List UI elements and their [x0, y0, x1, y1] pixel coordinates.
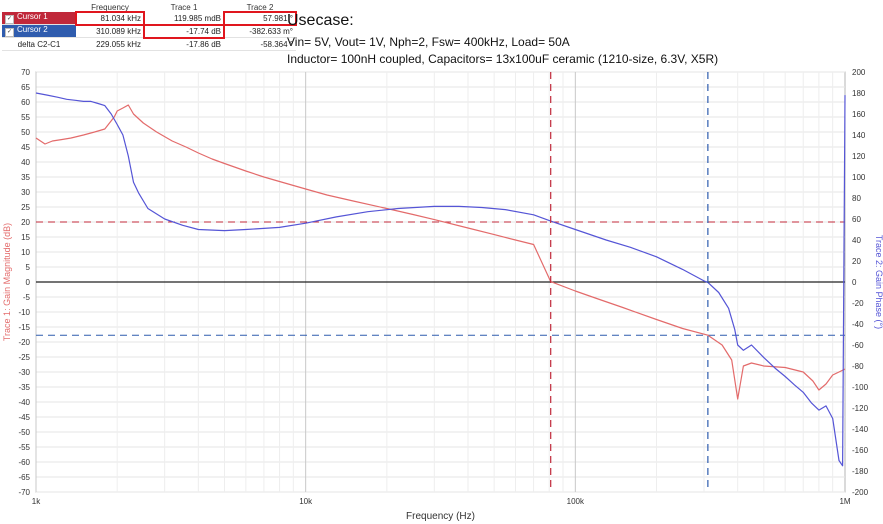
y-left-tick-label: -60 — [18, 458, 30, 467]
y-left-tick-label: 35 — [21, 173, 30, 182]
y-left-tick-label: -65 — [18, 473, 30, 482]
header-trace1: Trace 1 — [170, 3, 198, 12]
cursor-table: Frequency Trace 1 Trace 2 ✓ Cursor 1 81.0… — [2, 3, 297, 51]
cursors[interactable] — [550, 72, 709, 492]
y-left-tick-label: 60 — [21, 98, 30, 107]
y-left-tick-label: -10 — [18, 308, 30, 317]
y-left-tick-label: 0 — [26, 278, 31, 287]
delta-trace1: -17.86 dB — [144, 37, 224, 51]
cursor1-row[interactable]: ✓ Cursor 1 81.034 kHz 119.985 mdB 57.981 … — [2, 11, 297, 26]
cursor1-name: Cursor 1 — [17, 12, 48, 21]
usecase-annotation: Usecase: Vin= 5V, Vout= 1V, Nph=2, Fsw= … — [287, 12, 718, 68]
header-frequency: Frequency — [91, 3, 129, 12]
cursor2-name-cell[interactable]: ✓ Cursor 2 — [2, 24, 76, 38]
y-left-tick-label: -25 — [18, 353, 30, 362]
y-left-tick-label: 25 — [21, 203, 30, 212]
phase-trace — [35, 92, 846, 467]
cursor-table-header: Frequency Trace 1 Trace 2 — [2, 3, 296, 12]
y-left-tick-label: -50 — [18, 428, 30, 437]
y-left-tick-label: -45 — [18, 413, 30, 422]
y-left-tick-label: -15 — [18, 323, 30, 332]
y-right-tick-label: 180 — [852, 89, 866, 98]
cursor1-frequency: 81.034 kHz — [75, 11, 145, 26]
y-left-tick-label: -30 — [18, 368, 30, 377]
cursor2-frequency: 310.089 kHz — [76, 24, 144, 38]
y-left-tick-label: 15 — [21, 233, 30, 242]
y-left-tick-label: 40 — [21, 158, 30, 167]
y-left-tick-label: -70 — [18, 488, 30, 497]
usecase-title: Usecase: — [287, 12, 354, 29]
y-left-tick-label: -35 — [18, 383, 30, 392]
y-right-tick-label: -80 — [852, 362, 864, 371]
y-left-tick-label: 55 — [21, 113, 30, 122]
reference-lines — [36, 221, 845, 336]
y-right-tick-label: -120 — [852, 404, 869, 413]
y-right-tick-label: 0 — [852, 278, 857, 287]
cursor1-trace2: 57.981 ° — [223, 11, 297, 26]
y-left-axis-label: Trace 1: Gain Magnitude (dB) — [2, 223, 12, 341]
usecase-line-2: Inductor= 100nH coupled, Capacitors= 13x… — [287, 52, 719, 66]
x-tick-label: 100k — [567, 497, 585, 506]
cursor1-trace1: 119.985 mdB — [144, 12, 224, 25]
delta-row: delta C2-C1 229.055 kHz -17.86 dB -58.36… — [2, 37, 296, 51]
y-right-tick-label: 80 — [852, 194, 861, 203]
cursor2-row[interactable]: ✓ Cursor 2 310.089 kHz -17.74 dB -382.633… — [2, 23, 296, 39]
y-right-tick-label: -100 — [852, 383, 869, 392]
delta-name: delta C2-C1 — [2, 37, 76, 51]
y-left-tick-label: -55 — [18, 443, 30, 452]
traces — [35, 92, 846, 467]
y-right-tick-label: 200 — [852, 68, 866, 77]
y-right-tick-label: 140 — [852, 131, 866, 140]
y-left-tick-label: 70 — [21, 68, 30, 77]
y-right-tick-label: 40 — [852, 236, 861, 245]
y-right-axis-label: Trace 2: Gain Phase (°) — [874, 235, 883, 329]
y-left-tick-label: 20 — [21, 218, 30, 227]
x-axis-label: Frequency (Hz) — [406, 511, 475, 522]
x-tick-label: 1M — [839, 497, 850, 506]
cursor2-trace1: -17.74 dB — [143, 23, 225, 39]
x-tick-label: 10k — [299, 497, 313, 506]
cursor1-checkbox[interactable]: ✓ — [5, 15, 14, 24]
y-right-tick-label: 120 — [852, 152, 866, 161]
y-left-tick-label: -20 — [18, 338, 30, 347]
y-left-tick-label: 50 — [21, 128, 30, 137]
y-right-tick-label: -20 — [852, 299, 864, 308]
y-left-tick-label: 5 — [26, 263, 31, 272]
axes: 7065605550454035302520151050-5-10-15-20-… — [2, 68, 883, 522]
header-trace2: Trace 2 — [246, 3, 274, 12]
y-left-tick-label: 45 — [21, 143, 30, 152]
cursor2-name: Cursor 2 — [17, 25, 48, 34]
y-right-tick-label: -140 — [852, 425, 869, 434]
x-tick-label: 1k — [32, 497, 41, 506]
y-left-tick-label: -40 — [18, 398, 30, 407]
cursor2-trace2: -382.633 m° — [224, 24, 296, 38]
y-right-tick-label: -160 — [852, 446, 869, 455]
cursor2-checkbox[interactable]: ✓ — [5, 28, 14, 37]
y-right-tick-label: 100 — [852, 173, 866, 182]
y-right-tick-label: 160 — [852, 110, 866, 119]
usecase-line-1: Vin= 5V, Vout= 1V, Nph=2, Fsw= 400kHz, L… — [287, 35, 570, 49]
delta-frequency: 229.055 kHz — [76, 37, 144, 51]
y-right-tick-label: 20 — [852, 257, 861, 266]
y-left-tick-label: 30 — [21, 188, 30, 197]
cursor1-name-cell[interactable]: ✓ Cursor 1 — [2, 12, 76, 25]
delta-trace2: -58.364 ° — [224, 37, 296, 51]
y-right-tick-label: -60 — [852, 341, 864, 350]
y-right-tick-label: -40 — [852, 320, 864, 329]
y-right-tick-label: 60 — [852, 215, 861, 224]
y-left-tick-label: 10 — [21, 248, 30, 257]
y-left-tick-label: 65 — [21, 83, 30, 92]
gain-trace — [35, 104, 846, 400]
y-right-tick-label: -180 — [852, 467, 869, 476]
y-right-tick-label: -200 — [852, 488, 869, 497]
y-left-tick-label: -5 — [23, 293, 31, 302]
